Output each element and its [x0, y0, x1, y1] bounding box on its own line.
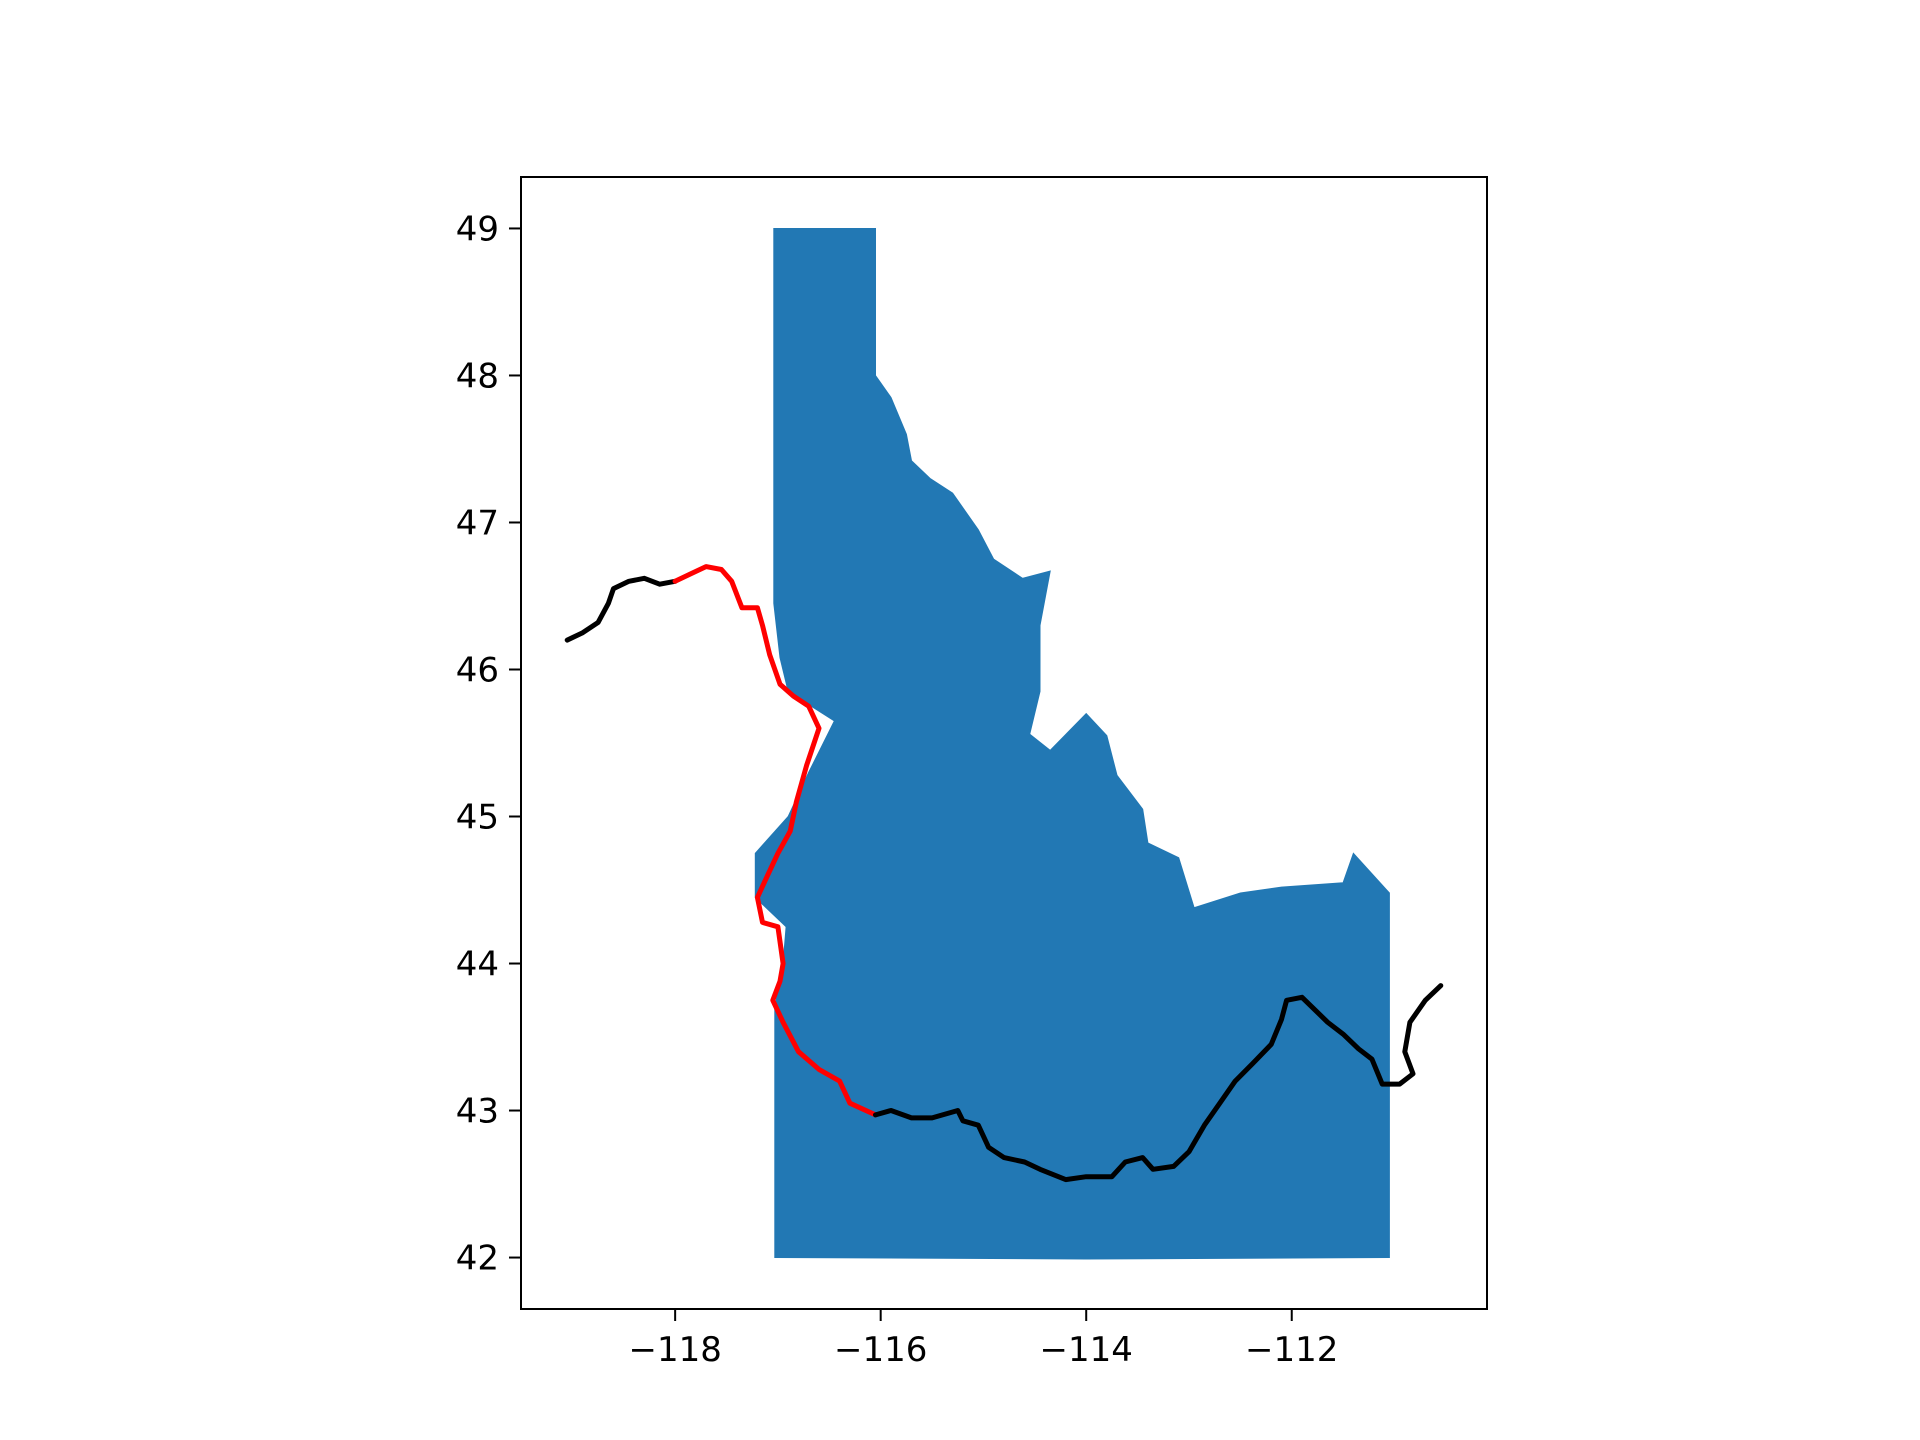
y-tick-label-8: 49: [456, 209, 499, 249]
x-tick-label-3: −114: [1040, 1330, 1133, 1370]
y-tick-label-1: 42: [456, 1239, 499, 1279]
y-tick-label-3: 44: [456, 945, 499, 985]
state-polygon: [754, 228, 1390, 1260]
route-line-2: [672, 564, 878, 1118]
map-marks: [564, 228, 1444, 1260]
y-tick-label-7: 48: [456, 356, 499, 396]
y-tick-label-4: 45: [456, 798, 499, 838]
route-line-1: [564, 575, 678, 643]
route-line-3: [873, 983, 1444, 1183]
y-tick-label-2: 43: [456, 1092, 499, 1132]
x-tick-label-2: −116: [834, 1330, 927, 1370]
axes-frame: [520, 176, 1488, 1310]
y-tick-label-6: 47: [456, 503, 499, 543]
x-tick-label-4: −112: [1245, 1330, 1338, 1370]
y-tick-label-5: 46: [456, 650, 499, 690]
x-tick-label-1: −118: [628, 1330, 721, 1370]
map-axes: −118 −116 −114 −112 42 43 44 45 46 47 48 49: [456, 176, 1488, 1370]
